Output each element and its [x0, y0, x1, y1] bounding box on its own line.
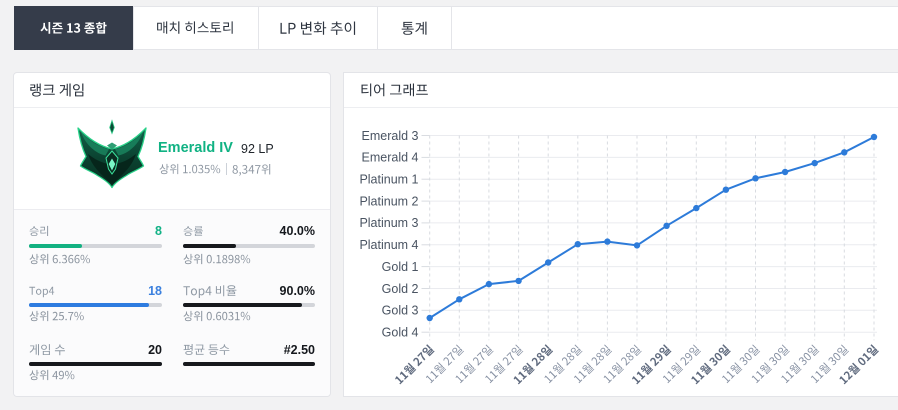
svg-text:Gold 4: Gold 4 — [382, 326, 419, 340]
svg-text:Platinum 1: Platinum 1 — [359, 173, 418, 187]
svg-text:Platinum 3: Platinum 3 — [359, 216, 418, 230]
svg-text:Gold 2: Gold 2 — [382, 282, 419, 296]
svg-text:Gold 1: Gold 1 — [382, 260, 419, 274]
svg-text:Platinum 2: Platinum 2 — [359, 194, 418, 208]
svg-text:Emerald 3: Emerald 3 — [362, 129, 419, 143]
svg-text:Emerald 4: Emerald 4 — [362, 151, 419, 165]
svg-text:Gold 3: Gold 3 — [382, 304, 419, 318]
svg-text:Platinum 4: Platinum 4 — [359, 238, 418, 252]
